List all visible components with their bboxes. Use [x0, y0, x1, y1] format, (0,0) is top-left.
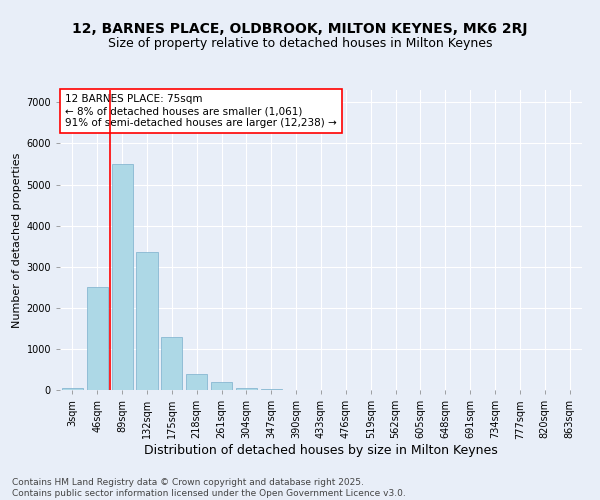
Text: 12, BARNES PLACE, OLDBROOK, MILTON KEYNES, MK6 2RJ: 12, BARNES PLACE, OLDBROOK, MILTON KEYNE…: [72, 22, 528, 36]
Bar: [87, 288, 108, 390]
Y-axis label: Number of detached properties: Number of detached properties: [12, 152, 22, 328]
X-axis label: Distribution of detached houses by size in Milton Keynes: Distribution of detached houses by size …: [144, 444, 498, 457]
Text: Size of property relative to detached houses in Milton Keynes: Size of property relative to detached ho…: [108, 38, 492, 51]
Bar: [136, 252, 158, 390]
Bar: [112, 164, 133, 390]
Bar: [261, 389, 282, 390]
Bar: [236, 388, 257, 390]
Bar: [211, 382, 232, 390]
Text: 12 BARNES PLACE: 75sqm
← 8% of detached houses are smaller (1,061)
91% of semi-d: 12 BARNES PLACE: 75sqm ← 8% of detached …: [65, 94, 337, 128]
Bar: [62, 388, 83, 390]
Bar: [186, 374, 207, 390]
Bar: [161, 336, 182, 390]
Text: Contains HM Land Registry data © Crown copyright and database right 2025.
Contai: Contains HM Land Registry data © Crown c…: [12, 478, 406, 498]
